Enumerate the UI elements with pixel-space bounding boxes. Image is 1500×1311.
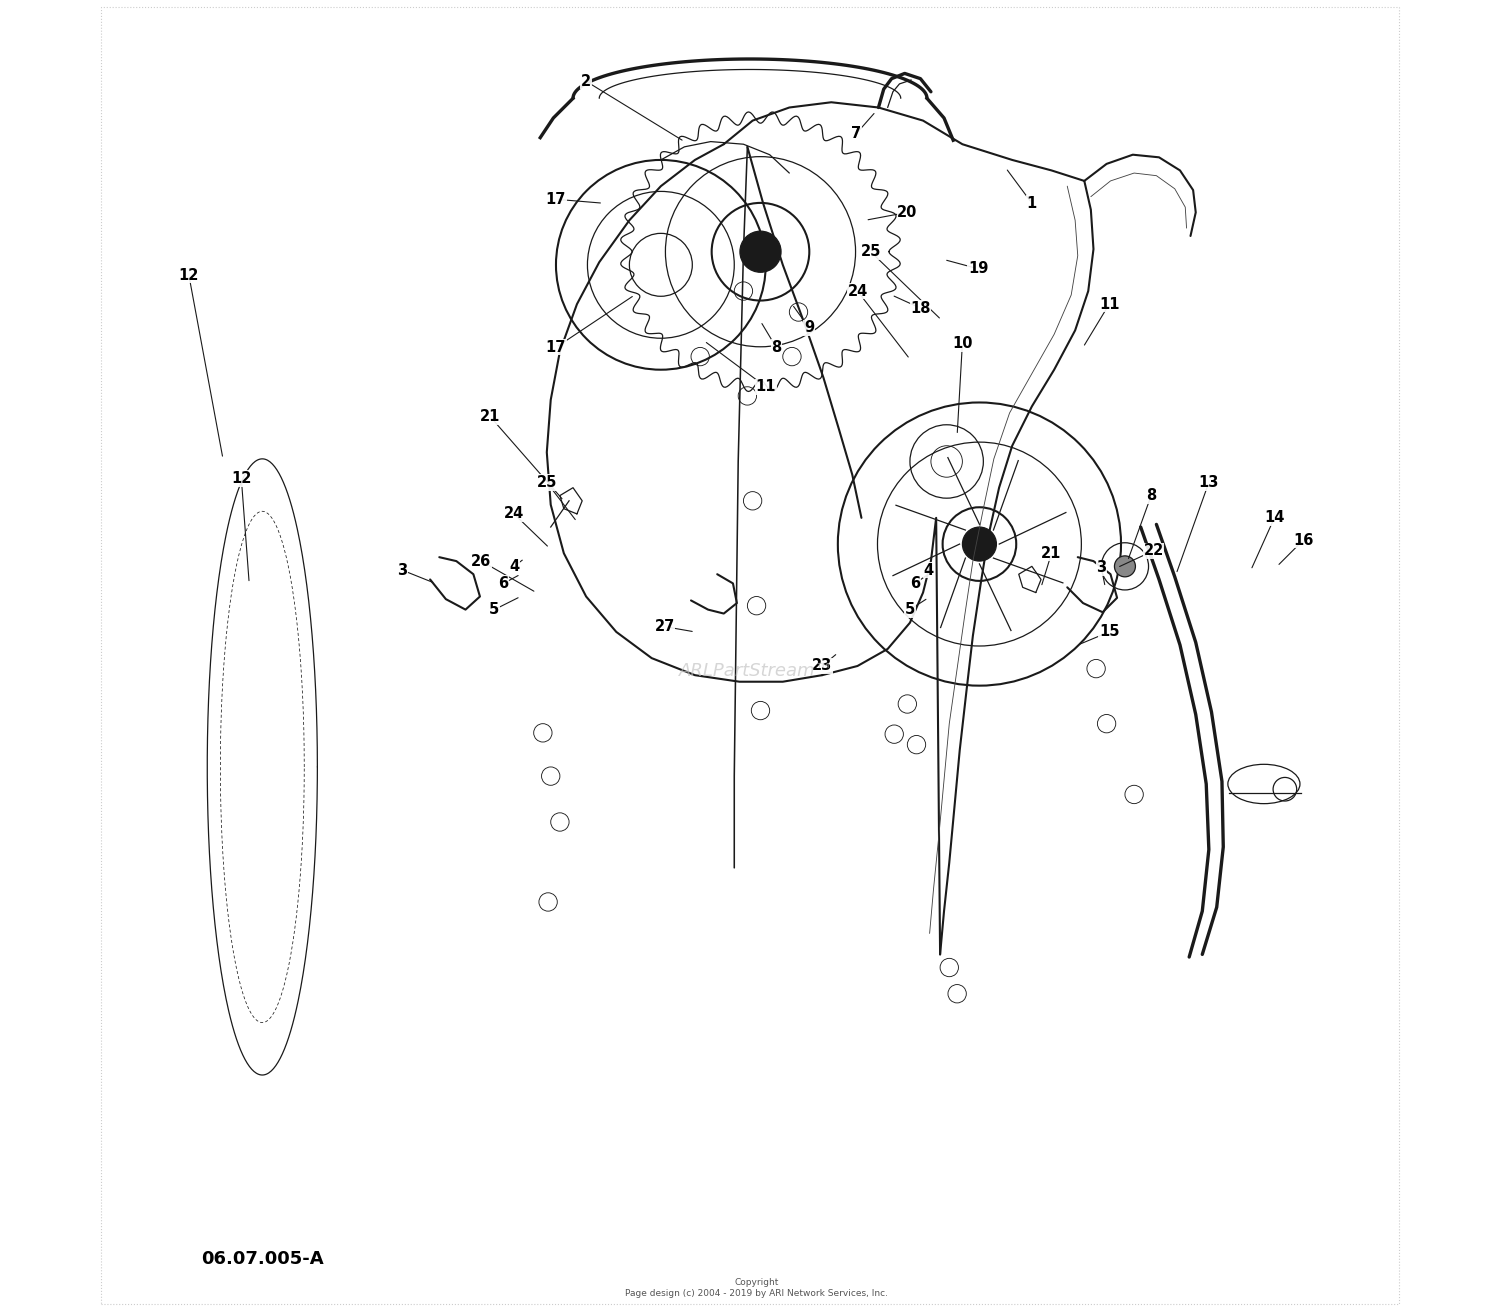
Text: 27: 27 xyxy=(654,619,675,635)
Text: 5: 5 xyxy=(489,602,500,617)
Text: 11: 11 xyxy=(1100,296,1119,312)
Text: 26: 26 xyxy=(471,553,492,569)
Text: 4: 4 xyxy=(509,558,519,574)
Text: 21: 21 xyxy=(1041,545,1062,561)
Text: 25: 25 xyxy=(861,244,880,260)
Circle shape xyxy=(1114,556,1136,577)
Text: 12: 12 xyxy=(231,471,252,486)
Text: Copyright: Copyright xyxy=(735,1278,778,1286)
Circle shape xyxy=(740,231,782,273)
Text: 1: 1 xyxy=(1026,195,1036,211)
Text: 14: 14 xyxy=(1264,510,1284,526)
Text: 24: 24 xyxy=(847,283,867,299)
Text: 19: 19 xyxy=(968,261,988,277)
Text: 12: 12 xyxy=(178,267,200,283)
Text: 17: 17 xyxy=(546,340,566,355)
Text: 9: 9 xyxy=(804,320,814,336)
Text: 17: 17 xyxy=(546,191,566,207)
Text: 13: 13 xyxy=(1198,475,1219,490)
Text: 4: 4 xyxy=(922,562,933,578)
Text: 23: 23 xyxy=(812,658,832,674)
Text: 16: 16 xyxy=(1293,532,1314,548)
Circle shape xyxy=(963,527,996,561)
Text: ARLPartStream™: ARLPartStream™ xyxy=(680,662,834,680)
Text: 10: 10 xyxy=(952,336,972,351)
Text: 7: 7 xyxy=(850,126,861,142)
Text: 2: 2 xyxy=(580,73,591,89)
Text: 18: 18 xyxy=(910,300,930,316)
Text: 8: 8 xyxy=(771,340,782,355)
Text: 20: 20 xyxy=(897,205,918,220)
Text: Page design (c) 2004 - 2019 by ARI Network Services, Inc.: Page design (c) 2004 - 2019 by ARI Netwo… xyxy=(626,1290,888,1298)
Text: 11: 11 xyxy=(756,379,776,395)
Text: 3: 3 xyxy=(398,562,408,578)
Text: 15: 15 xyxy=(1100,624,1119,640)
Text: 25: 25 xyxy=(537,475,556,490)
Text: 8: 8 xyxy=(1146,488,1156,503)
Text: 6: 6 xyxy=(498,576,508,591)
Text: 06.07.005-A: 06.07.005-A xyxy=(201,1249,324,1268)
Text: 22: 22 xyxy=(1143,543,1164,558)
Text: 6: 6 xyxy=(910,576,920,591)
Text: 24: 24 xyxy=(504,506,524,522)
Text: 3: 3 xyxy=(1096,560,1107,576)
Text: 5: 5 xyxy=(904,602,915,617)
Text: 21: 21 xyxy=(480,409,501,425)
